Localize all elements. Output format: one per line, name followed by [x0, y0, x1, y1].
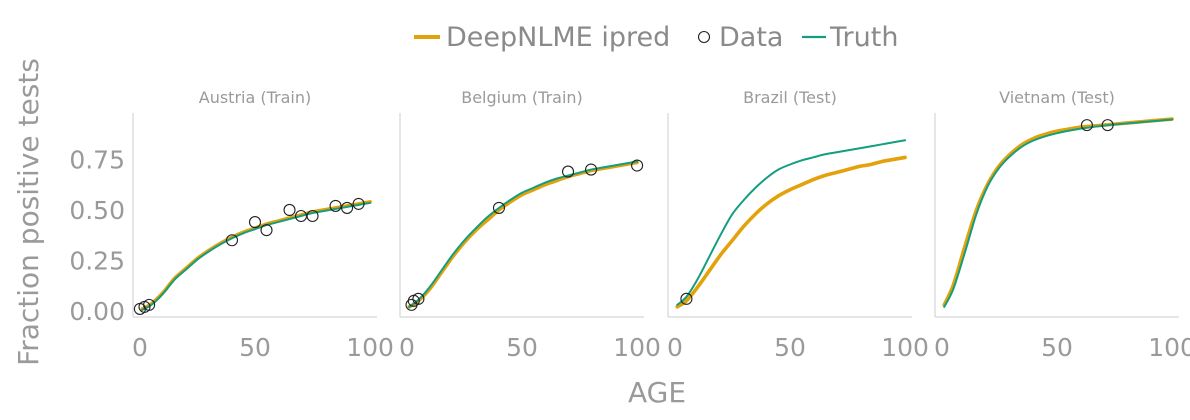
data-point	[143, 298, 156, 311]
data-point	[352, 197, 365, 210]
series-line-deepnlme-ipred	[675, 155, 907, 309]
panel-title: Vietnam (Test)	[999, 88, 1115, 107]
legend-marker-data	[697, 30, 711, 44]
y-tick-label: 0.00	[69, 297, 125, 326]
legend: DeepNLME ipred Data Truth	[414, 22, 898, 53]
series-line-truth	[676, 139, 907, 306]
data-point	[225, 234, 239, 247]
data-point	[1101, 119, 1114, 132]
series-line-deepnlme-ipred	[140, 200, 372, 311]
data-point	[283, 203, 296, 217]
y-tick-label: 0.50	[69, 196, 125, 225]
series-line-truth	[408, 160, 639, 308]
x-tick-label: 50	[774, 333, 806, 362]
data-point	[680, 292, 693, 305]
legend-label-truth: Truth	[829, 22, 898, 53]
series-line-truth	[943, 118, 1174, 308]
x-tick-label: 100	[1148, 333, 1190, 362]
data-point	[561, 165, 575, 178]
panel-title: Austria (Train)	[199, 88, 311, 107]
panel-4: Vietnam (Test) 0 50 100	[934, 88, 1190, 362]
series-line-deepnlme-ipred	[942, 117, 1174, 307]
panel-2: Belgium (Train) 0 50 100	[399, 88, 661, 362]
panel-1: Austria (Train) 0 50 100 0.00 0.25 0.50 0.75	[69, 88, 394, 362]
data-point	[341, 201, 354, 214]
x-tick-label: 0	[667, 333, 683, 362]
data-point	[1080, 119, 1093, 132]
data-point	[585, 163, 598, 176]
x-tick-label: 50	[506, 333, 538, 362]
legend-label-deepnlme-ipred: DeepNLME ipred	[446, 22, 670, 53]
data-point	[631, 159, 644, 172]
x-tick-label: 100	[613, 333, 661, 362]
y-tick-label: 0.75	[69, 145, 125, 174]
legend-label-data: Data	[719, 22, 783, 53]
x-tick-label: 50	[1041, 333, 1073, 362]
data-point	[412, 292, 425, 305]
y-tick-label: 0.25	[69, 246, 125, 275]
x-tick-label: 100	[881, 333, 929, 362]
y-axis-title: Fraction positive tests	[12, 58, 45, 366]
data-point	[492, 201, 506, 214]
panels: Austria (Train) 0 50 100 0.00 0.25 0.50 0.75 Bel…	[69, 88, 1190, 362]
data-point	[329, 199, 342, 212]
x-axis-title: AGE	[628, 376, 686, 409]
series-line-deepnlme-ipred	[407, 160, 639, 309]
panel-title: Belgium (Train)	[461, 88, 583, 107]
data-point	[260, 224, 273, 237]
x-tick-label: 0	[934, 333, 950, 362]
x-tick-label: 100	[346, 333, 394, 362]
x-tick-label: 0	[132, 333, 148, 362]
data-point	[306, 209, 319, 223]
panel-title: Brazil (Test)	[743, 88, 837, 107]
data-point	[248, 216, 262, 229]
series-line-truth	[141, 201, 372, 311]
x-tick-label: 0	[399, 333, 415, 362]
x-tick-label: 50	[239, 333, 271, 362]
panel-3: Brazil (Test) 0 50 100	[667, 88, 929, 362]
